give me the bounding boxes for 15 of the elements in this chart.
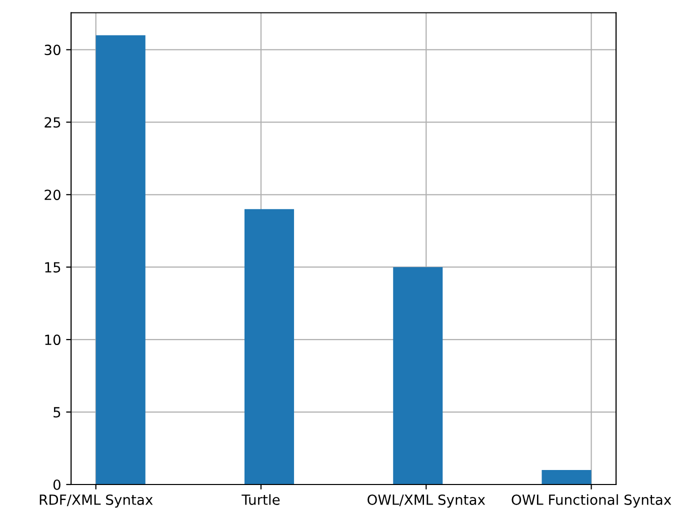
y-tick-label: 5 [54,407,60,418]
bar [244,209,294,484]
x-tick-label: OWL Functional Syntax [512,494,672,508]
bar [393,267,443,484]
y-tick-label: 25 [44,117,60,128]
y-tick-label: 15 [45,262,60,273]
x-tick-label: OWL/XML Syntax [368,494,486,508]
y-tick-label: 10 [45,334,60,346]
y-tick-label: 20 [44,190,60,200]
bar [542,470,592,484]
y-tick-label: 0 [53,479,60,490]
y-tick-label: 30 [44,44,60,56]
x-tick-label: Turtle [242,494,280,505]
x-tick-label: RDF/XML Syntax [40,494,153,508]
bar [96,35,146,484]
